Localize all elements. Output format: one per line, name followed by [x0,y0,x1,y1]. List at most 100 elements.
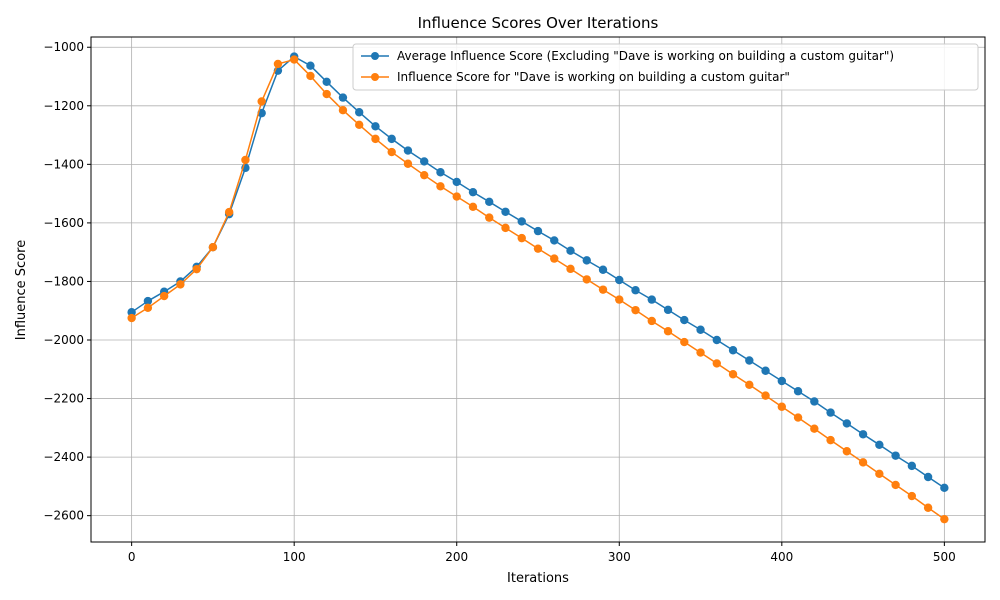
data-point [745,356,754,365]
data-point [371,122,380,131]
data-point [371,134,380,144]
y-tick-label: −1000 [43,40,84,54]
data-point [940,483,949,493]
grid [91,37,985,542]
data-point [566,246,575,255]
data-point [208,243,218,252]
data-point [745,380,754,389]
data-point [858,458,868,467]
data-point [322,89,331,99]
data-point [793,387,803,396]
data-point [858,430,868,439]
data-point [322,77,331,86]
data-point [842,447,852,456]
legend-label-average: Average Influence Score (Excluding "Dave… [397,49,894,63]
plot-frame [90,36,986,543]
data-point [143,296,153,306]
data-point [485,197,494,207]
x-tick-label: 500 [933,550,956,564]
data-point [420,157,429,166]
data-point [598,285,608,294]
y-tick-label: −2200 [43,392,84,406]
data-point [680,337,689,347]
x-axis-title: Iterations [507,571,569,586]
data-point [728,346,738,355]
data-point [631,286,640,295]
data-point [663,327,673,336]
data-point [761,366,770,375]
data-point [420,170,429,180]
data-point [436,182,445,191]
data-point [501,207,510,216]
data-point [631,305,640,315]
x-tick-label: 400 [770,550,793,564]
data-point [761,391,770,400]
data-point [842,419,852,428]
data-point [696,348,705,357]
data-point [550,254,559,263]
y-tick-label: −2000 [43,333,84,347]
y-tick-label: −2400 [43,450,84,464]
y-tick-label: −1400 [43,157,84,171]
data-point [159,291,169,301]
data-point [338,93,348,102]
data-point [387,147,396,157]
data-point [403,146,413,155]
data-point [712,335,721,345]
data-point [517,217,526,226]
ticks: 0 100 200 300 400 500 −1000 −1200 −1400 −1600 −180… [43,40,955,564]
y-tick-label: −2600 [43,509,84,523]
data-point [777,402,787,411]
data-point [680,315,689,325]
data-point [875,440,884,450]
data-point [615,275,624,285]
data-point [273,59,283,69]
chart-title: Influence Scores Over Iterations [418,14,659,32]
data-point [533,244,543,253]
data-point [891,480,900,490]
data-point [696,325,705,334]
data-point [907,461,917,471]
data-point [793,413,803,422]
y-tick-label: −1600 [43,216,84,230]
data-point [127,313,136,323]
data-point [338,105,348,115]
data-point [728,370,738,379]
data-point [647,316,656,326]
series-layer [127,52,949,524]
legend: Average Influence Score (Excluding "Dave… [352,43,979,91]
data-point [257,97,266,106]
data-point [517,233,526,243]
data-point [127,307,136,317]
data-point [355,120,364,130]
data-point [468,202,478,211]
data-point [176,280,185,289]
data-point [143,303,153,312]
data-point [403,159,413,168]
data-point [533,226,543,236]
data-point [485,213,494,222]
data-point [712,359,721,368]
data-point [598,265,608,274]
x-tick-label: 300 [608,550,631,564]
data-point [192,264,201,274]
legend-label-dave: Influence Score for "Dave is working on … [397,70,790,84]
data-point [923,472,933,482]
data-point [663,305,673,315]
data-point [452,177,461,187]
data-point [810,397,819,406]
series-0 [127,52,949,493]
x-tick-label: 0 [128,550,136,564]
y-tick-label: −1800 [43,274,84,288]
data-point [582,275,591,284]
data-point [387,134,396,144]
data-point [891,451,900,460]
data-point [826,408,835,417]
data-point [501,223,510,233]
data-point [826,435,835,445]
data-point [875,469,884,478]
data-point [923,503,933,512]
data-point [224,207,234,217]
